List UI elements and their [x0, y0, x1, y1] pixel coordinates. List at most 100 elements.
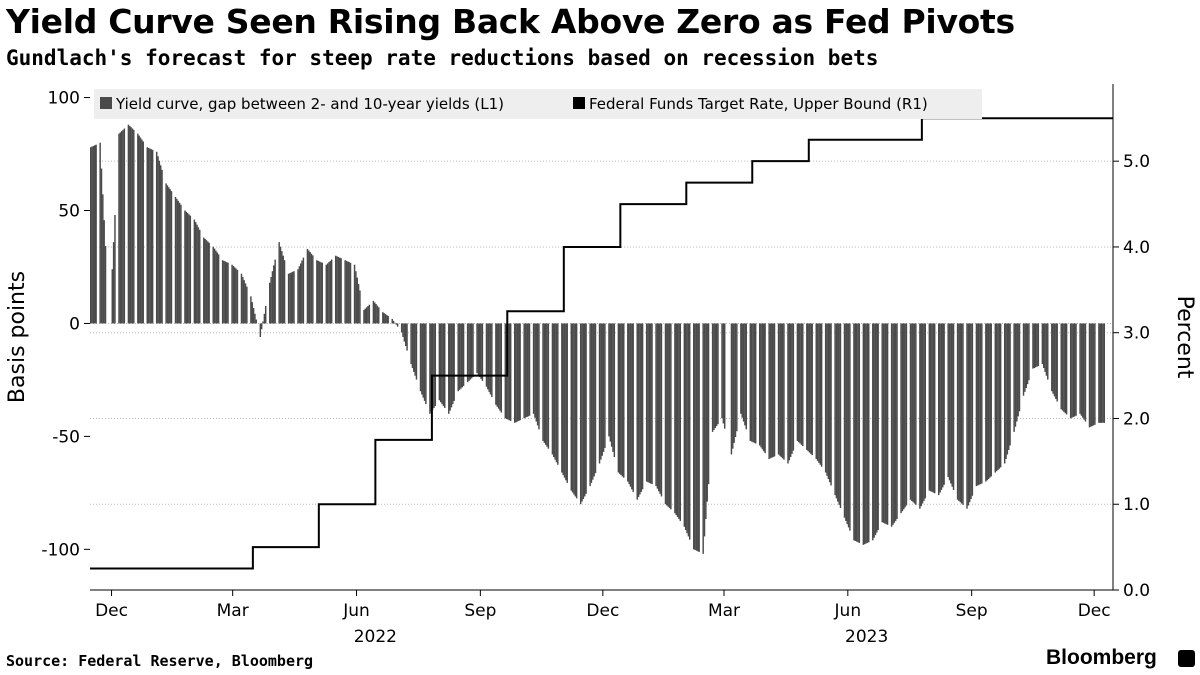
- yield-curve-bar: [100, 168, 103, 324]
- yield-curve-bar: [430, 323, 432, 412]
- yield-curve-bar: [442, 323, 445, 407]
- yield-curve-bar: [717, 323, 719, 425]
- x-tick-label: Sep: [956, 601, 988, 621]
- yield-curve-bar: [565, 323, 567, 481]
- yield-curve-bar: [610, 323, 613, 447]
- yield-curve-bar: [193, 219, 196, 324]
- yield-curve-bar: [909, 323, 912, 500]
- yield-curve-bar: [636, 323, 638, 500]
- yield-curve-bar: [966, 323, 968, 509]
- yield-curve-bar: [302, 257, 305, 324]
- yield-curve-bar: [593, 323, 595, 477]
- yield-curve-bar: [376, 305, 379, 324]
- yield-curve-bar: [723, 323, 726, 429]
- yield-curve-bar: [386, 315, 388, 324]
- yield-curve-bar: [336, 256, 338, 324]
- yield-curve-bar: [939, 323, 941, 493]
- yield-curve-bar: [769, 323, 772, 459]
- yield-curve-bar: [905, 323, 908, 506]
- yield-curve-bar: [683, 323, 686, 527]
- right-tick-label: 4.0: [1123, 238, 1150, 258]
- yield-curve-bar: [666, 323, 668, 506]
- yield-curve-bar: [178, 202, 181, 324]
- yield-curve-bar: [981, 323, 983, 484]
- yield-curve-bar: [527, 323, 529, 417]
- yield-curve-bar: [547, 323, 550, 449]
- yield-curve-bar: [448, 323, 450, 414]
- yield-curve-bar: [151, 149, 154, 324]
- yield-curve-bar: [920, 323, 922, 507]
- yield-curve-bar: [111, 269, 113, 324]
- yield-curve-bar: [819, 323, 822, 465]
- yield-curve-bar: [579, 323, 582, 505]
- yield-curve-bar: [932, 323, 935, 493]
- yield-curve-bar: [613, 323, 616, 458]
- yield-curve-bar: [204, 238, 206, 324]
- yield-curve-bar: [885, 323, 887, 525]
- x-tick-label: Dec: [95, 601, 128, 621]
- yield-curve-bar: [892, 323, 894, 525]
- yield-curve-bar: [745, 323, 747, 430]
- yield-curve-bar: [986, 323, 988, 481]
- yield-curve-bar: [882, 323, 885, 523]
- yield-curve-bar: [396, 323, 399, 327]
- yield-curve-bar: [227, 262, 229, 324]
- yield-curve-bar: [1060, 323, 1062, 410]
- yield-curve-bar: [242, 276, 244, 324]
- yield-curve-bar: [169, 189, 171, 324]
- yield-curve-bar: [212, 246, 214, 324]
- yield-curve-bar: [1006, 323, 1009, 455]
- yield-curve-bar: [542, 323, 544, 441]
- yield-curve-bar: [479, 323, 481, 378]
- yield-curve-bar: [328, 262, 330, 324]
- yield-curve-bar: [404, 323, 407, 347]
- yield-curve-bar: [293, 271, 295, 324]
- yield-curve-bar: [112, 242, 115, 324]
- yield-curve-bar: [364, 308, 367, 324]
- yield-curve-bar: [894, 323, 897, 521]
- yield-curve-bar: [127, 124, 130, 324]
- yield-curve-bar: [251, 302, 253, 324]
- yield-curve-bar: [400, 323, 403, 333]
- yield-curve-bar: [391, 318, 393, 324]
- yield-curve-bar: [675, 323, 677, 516]
- yield-curve-bar: [1073, 323, 1076, 417]
- yield-curve-bar: [334, 255, 337, 324]
- yield-curve-bar: [838, 323, 840, 505]
- yield-curve-bar: [1024, 323, 1026, 392]
- yield-curve-bar: [684, 323, 687, 530]
- yield-curve-bar: [585, 323, 587, 494]
- yield-curve-bar: [641, 323, 644, 490]
- right-tick-label: 0.0: [1123, 581, 1150, 601]
- yield-curve-bar: [1082, 323, 1084, 418]
- yield-curve-bar: [628, 323, 630, 485]
- yield-curve-bar: [114, 215, 116, 324]
- yield-curve-bar: [808, 323, 811, 453]
- yield-curve-bar: [232, 266, 235, 324]
- yield-curve-bar: [252, 307, 255, 324]
- yield-curve-bar: [740, 323, 742, 414]
- yield-curve-bar: [997, 323, 999, 470]
- yield-curve-bar: [337, 256, 340, 324]
- yield-curve-bar: [411, 323, 414, 368]
- yield-curve-bar: [308, 250, 310, 324]
- yield-curve-bar: [298, 266, 301, 324]
- yield-curve-bar: [1014, 323, 1017, 427]
- yield-curve-bar: [703, 323, 706, 537]
- yield-curve-bar: [318, 261, 321, 324]
- yield-curve-bar: [600, 323, 602, 460]
- chart-title: Yield Curve Seen Rising Back Above Zero …: [6, 2, 1015, 41]
- yield-curve-bar: [246, 286, 248, 324]
- yield-curve-bar: [320, 262, 322, 324]
- yield-curve-bar: [589, 323, 591, 487]
- yield-curve-bar: [989, 323, 991, 478]
- yield-curve-bar: [948, 323, 951, 481]
- yield-curve-bar: [534, 323, 536, 418]
- yield-curve-bar: [514, 323, 516, 423]
- yield-curve-bar: [176, 198, 178, 324]
- yield-curve-bar: [855, 323, 858, 542]
- yield-curve-bar: [535, 323, 537, 422]
- yield-curve-bar: [800, 323, 803, 445]
- yield-curve-bar: [244, 283, 247, 324]
- right-tick-label: 2.0: [1123, 409, 1150, 429]
